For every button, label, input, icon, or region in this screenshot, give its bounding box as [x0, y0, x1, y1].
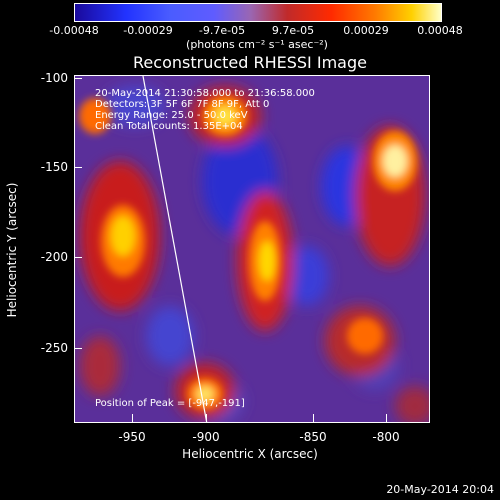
y-tick [74, 78, 82, 79]
colorbar-tick-label: 9.7e-05 [271, 24, 315, 37]
image-title: Reconstructed RHESSI Image [133, 53, 367, 72]
x-tick-label: -850 [299, 430, 327, 444]
colorbar-units: (photons cm⁻² s⁻¹ asec⁻²) [186, 38, 328, 51]
colorbar-tick-label: 0.00048 [417, 24, 463, 37]
y-tick-label: -200 [40, 250, 68, 264]
clean-counts-info: Clean Total counts: 1.35E+04 [95, 121, 243, 132]
x-tick-label: -950 [118, 430, 146, 444]
x-axis-label: Heliocentric X (arcsec) [182, 447, 318, 461]
y-axis-label: Heliocentric Y (arcsec) [5, 182, 19, 318]
x-tick [313, 414, 314, 422]
bright-sources [79, 96, 417, 410]
y-tick-label: -100 [40, 71, 68, 85]
colorbar-tick-label: -0.00048 [49, 24, 99, 37]
colorbar-tick-label: -9.7e-05 [198, 24, 246, 37]
x-tick-label: -800 [372, 430, 400, 444]
energy-range-info: Energy Range: 25.0 - 50.0 keV [95, 110, 248, 121]
plot-timestamp: 20-May-2014 20:04 [386, 483, 494, 496]
x-tick [132, 414, 133, 422]
solar-limb-line [142, 76, 208, 422]
x-tick [386, 414, 387, 422]
observation-time-range: 20-May-2014 21:30:58.000 to 21:36:58.000 [95, 88, 315, 99]
rhessi-heatmap [75, 76, 429, 422]
peak-position-label: Position of Peak = [-947,-191] [95, 398, 245, 409]
colorbar [74, 3, 442, 22]
colorbar-tick-label: 0.00029 [343, 24, 389, 37]
y-tick [74, 348, 82, 349]
rhessi-image-plot: 20-May-2014 21:30:58.000 to 21:36:58.000… [74, 75, 430, 423]
colorbar-tick-label: -0.00029 [123, 24, 173, 37]
y-tick [74, 167, 82, 168]
y-tick-label: -150 [40, 160, 68, 174]
y-tick [74, 257, 82, 258]
x-tick-label: -900 [192, 430, 220, 444]
detectors-info: Detectors: 3F 5F 6F 7F 8F 9F, Att 0 [95, 99, 270, 110]
y-tick-label: -250 [40, 341, 68, 355]
x-tick [206, 414, 207, 422]
